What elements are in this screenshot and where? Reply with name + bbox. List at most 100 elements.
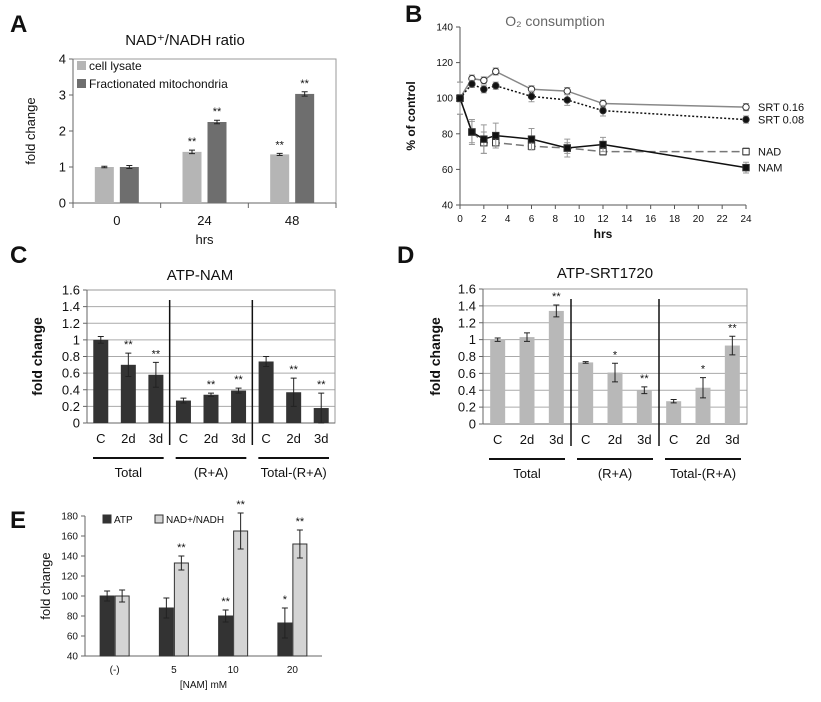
x-tick-label: 3d [149, 431, 163, 446]
series-end-label: SRT 0.08 [758, 115, 804, 127]
data-point [742, 147, 750, 156]
y-tick-label: 40 [67, 652, 79, 663]
chart-title: NAD⁺/NADH ratio [125, 32, 245, 49]
x-tick-label: 2d [696, 432, 710, 447]
error-bar [301, 91, 308, 97]
data-point [599, 140, 607, 149]
data-point [480, 85, 488, 94]
legend-swatch [77, 61, 86, 70]
y-tick-label: 0 [59, 196, 66, 211]
y-tick-label: 40 [442, 201, 454, 212]
y-axis-label: % of control [404, 81, 418, 150]
bar [231, 390, 247, 423]
y-tick-label: 100 [61, 592, 78, 603]
group-label: Total [115, 465, 143, 480]
significance-mark: ** [236, 499, 245, 511]
error-bar [152, 361, 159, 388]
significance-mark: ** [221, 596, 230, 608]
panel-label: E [10, 507, 26, 534]
y-tick-label: 1 [59, 160, 66, 175]
significance-mark: ** [552, 291, 561, 303]
bar [120, 364, 136, 423]
error-bar [125, 352, 132, 377]
error-bar [101, 165, 108, 169]
significance-mark: ** [640, 373, 649, 385]
y-tick-label: 0.2 [458, 400, 476, 415]
data-point [456, 94, 464, 102]
error-bar [281, 607, 288, 639]
significance-mark: ** [124, 339, 133, 351]
error-bar [641, 386, 648, 395]
bar [175, 400, 191, 423]
data-point [742, 103, 750, 111]
error-bar [104, 590, 111, 602]
significance-mark: ** [152, 348, 161, 360]
error-bar [126, 165, 133, 169]
y-tick-label: 1.4 [458, 298, 476, 313]
y-tick-label: 80 [67, 612, 79, 623]
data-point [492, 131, 500, 140]
error-bar [222, 609, 229, 623]
significance-mark: ** [177, 542, 186, 554]
chart-title: O₂ consumption [505, 13, 605, 29]
x-tick-label: 4 [505, 214, 511, 225]
x-tick-label: 2d [608, 432, 622, 447]
data-point [563, 87, 571, 95]
y-tick-label: 140 [61, 552, 78, 563]
y-tick-label: 120 [61, 572, 78, 583]
error-bar [237, 512, 244, 550]
legend-swatch [77, 79, 86, 88]
x-axis-label: [NAM] mM [180, 680, 227, 691]
x-tick-label: 2 [481, 214, 487, 225]
bar [666, 401, 682, 424]
bar [114, 595, 130, 657]
bar [695, 387, 711, 424]
error-bar [296, 529, 303, 559]
significance-mark: * [701, 364, 706, 376]
error-bar [214, 119, 220, 125]
panel-label: B [405, 1, 422, 28]
error-bar [612, 362, 618, 383]
y-axis-label: fold change [29, 317, 45, 396]
chart-title: ATP-NAM [167, 267, 233, 284]
bar [119, 167, 139, 203]
legend-swatch [154, 514, 164, 524]
significance-mark: ** [275, 139, 284, 151]
error-bar [189, 149, 195, 155]
x-tick-label: 3d [314, 431, 328, 446]
y-tick-label: 0.6 [458, 366, 476, 381]
error-bar [700, 377, 706, 399]
x-tick-label: C [581, 432, 590, 447]
error-bar [582, 361, 589, 364]
error-bar [180, 397, 187, 404]
data-point [742, 115, 750, 124]
significance-mark: ** [300, 78, 309, 90]
bar [207, 122, 227, 203]
bar [99, 595, 115, 657]
data-point [468, 128, 476, 136]
x-tick-label: 3d [549, 432, 563, 447]
data-point [742, 163, 750, 172]
x-tick-label: 24 [197, 213, 211, 228]
bar [724, 345, 740, 424]
data-point [527, 135, 536, 143]
group-label: Total-(R+A) [670, 466, 736, 481]
y-tick-label: 4 [59, 52, 66, 67]
series-end-label: NAM [758, 163, 782, 175]
y-tick-label: 1.2 [458, 315, 476, 330]
x-tick-label: 22 [717, 214, 729, 225]
series-end-label: SRT 0.16 [758, 102, 804, 114]
legend-label: Fractionated mitochondria [89, 77, 228, 91]
significance-mark: ** [728, 322, 737, 334]
legend-swatch [102, 514, 112, 524]
y-tick-label: 1.2 [62, 316, 80, 331]
x-tick-label: (-) [110, 665, 120, 676]
y-tick-label: 0.6 [62, 366, 80, 381]
x-tick-label: 2d [520, 432, 534, 447]
series-end-label: NAD [758, 147, 781, 159]
bar [182, 151, 202, 203]
significance-mark: ** [188, 136, 197, 148]
x-tick-label: 14 [621, 214, 633, 225]
x-tick-label: 2d [204, 431, 218, 446]
